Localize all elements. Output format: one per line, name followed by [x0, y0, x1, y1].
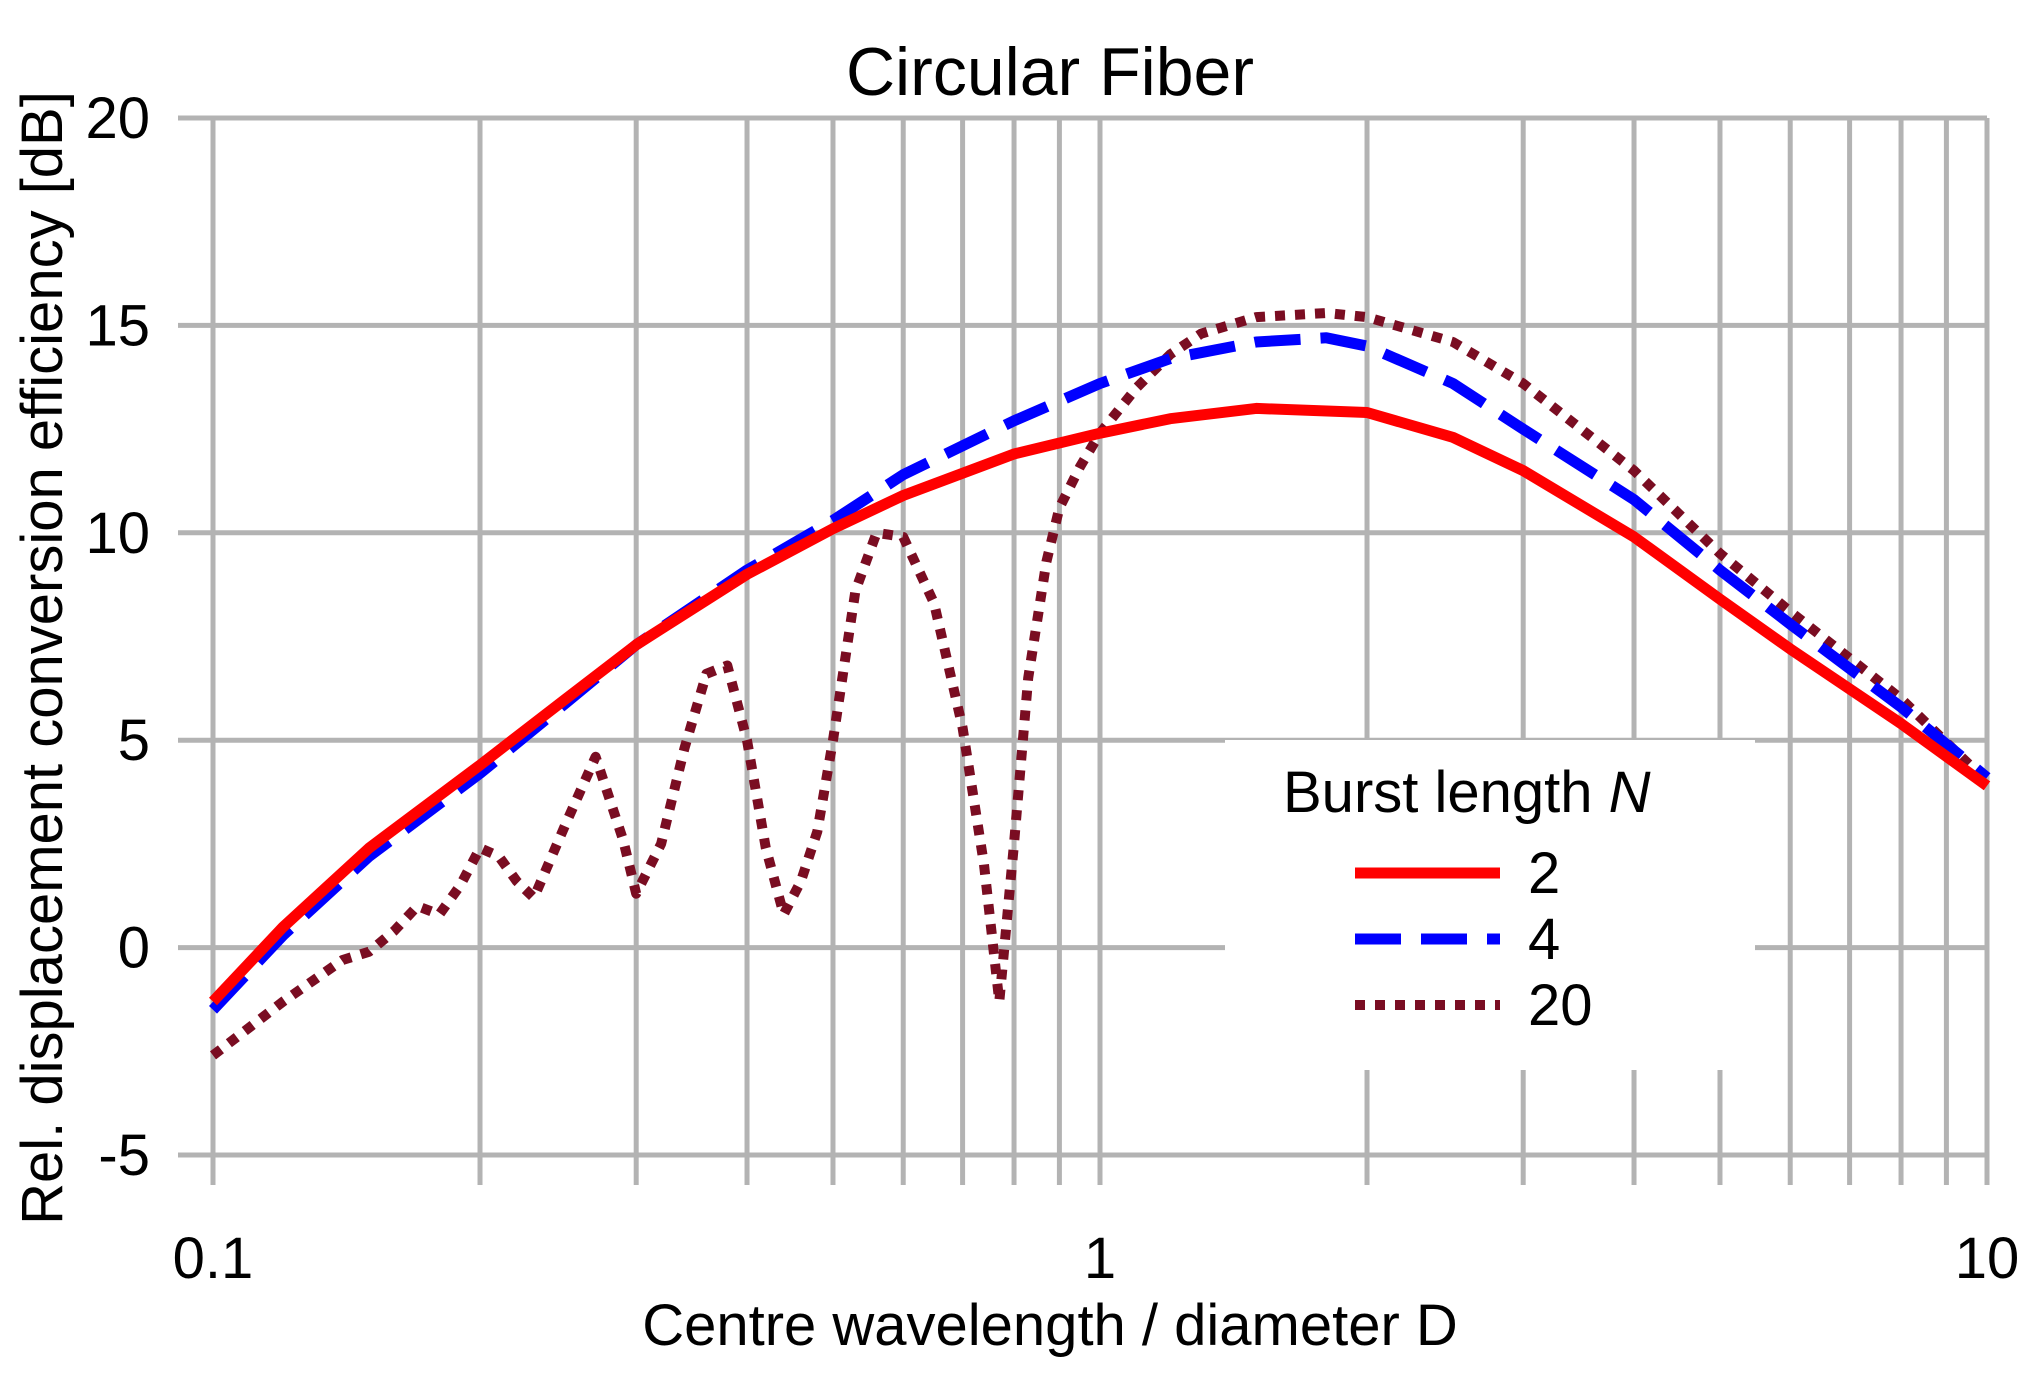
y-tick-label: -5	[98, 1123, 150, 1188]
y-axis-title: Rel. displacement conversion efficiency …	[10, 91, 75, 1225]
legend-title-var: N	[1609, 760, 1651, 825]
x-tick-label: 10	[1955, 1226, 2020, 1291]
y-tick-label: 0	[118, 916, 150, 981]
legend-label-4: 4	[1528, 907, 1560, 972]
legend-background	[1225, 740, 1755, 1070]
series-line-2	[208, 402, 1991, 1006]
y-tick-label: 15	[85, 293, 150, 358]
legend-label-2: 2	[1528, 841, 1560, 906]
x-axis-tick-labels: 0.1 1 10	[173, 1226, 2020, 1291]
y-tick-label: 5	[118, 708, 150, 773]
series	[208, 308, 1991, 1060]
y-tick-label: 20	[85, 86, 150, 151]
series-line-20	[209, 308, 1991, 1060]
y-tick-label: 10	[85, 501, 150, 566]
legend-label-20: 20	[1528, 973, 1593, 1038]
legend-title: Burst length N	[1283, 760, 1651, 825]
chart-title: Circular Fiber	[846, 34, 1254, 110]
x-tick-label: 1	[1084, 1226, 1116, 1291]
y-axis-tick-labels: -5 0 5 10 15 20	[85, 86, 150, 1188]
legend-title-text: Burst length	[1283, 760, 1609, 825]
x-tick-label: 0.1	[173, 1226, 254, 1291]
x-axis-title: Centre wavelength / diameter D	[642, 1293, 1458, 1358]
